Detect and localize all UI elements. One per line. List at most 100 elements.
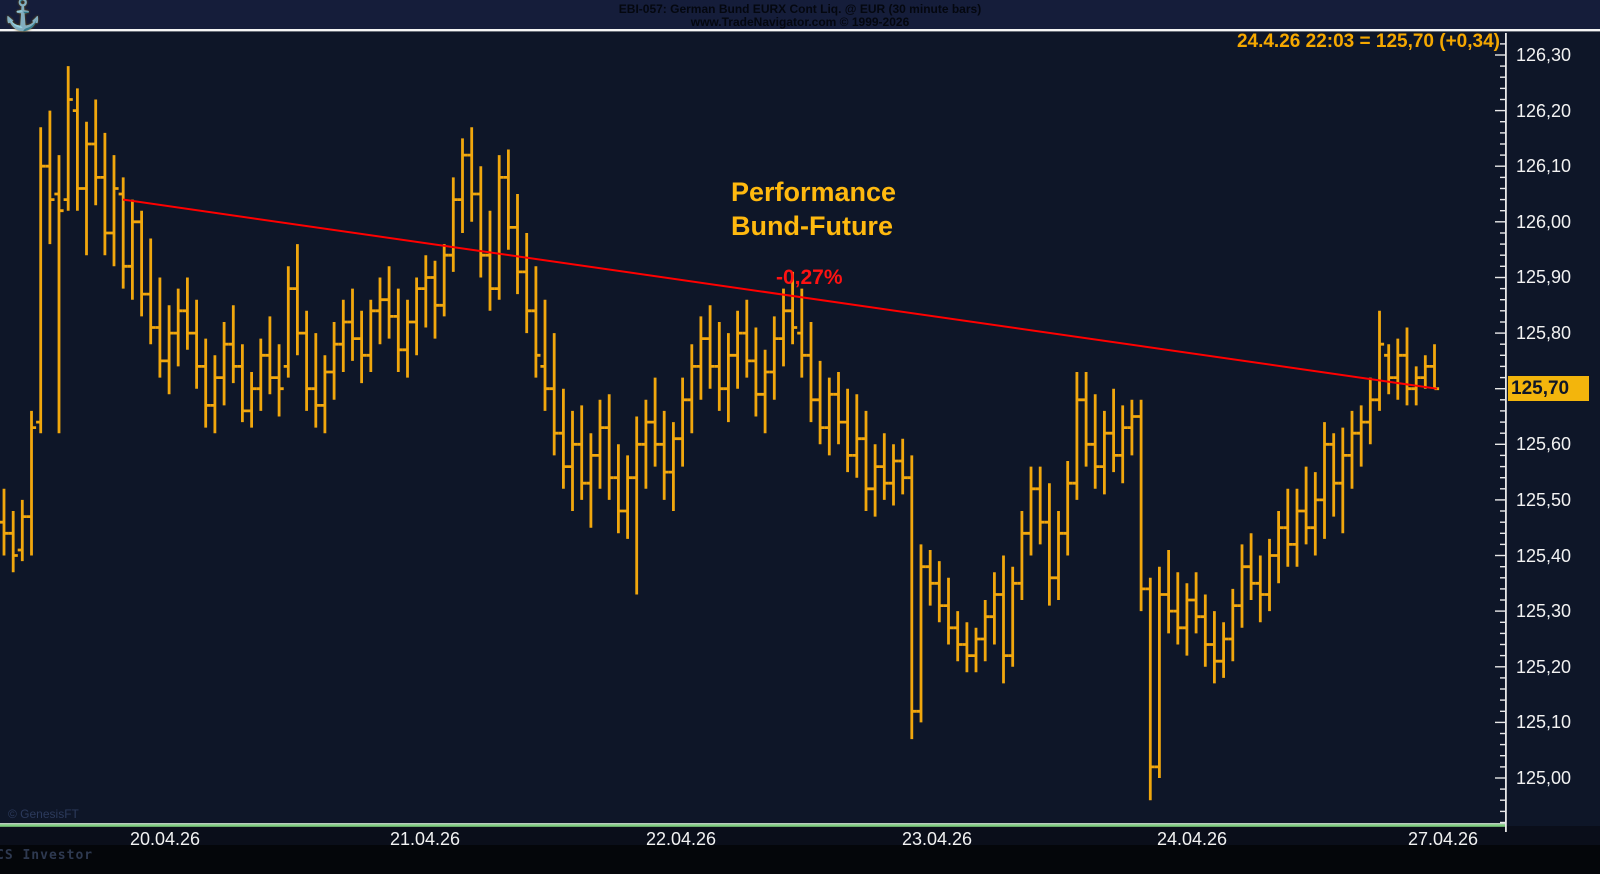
trendline[interactable]: [122, 198, 1438, 390]
ohlc-bar: [659, 410, 669, 500]
ohlc-bar: [1035, 466, 1045, 545]
ohlc-bar: [8, 511, 18, 573]
ohlc-bar: [623, 455, 633, 539]
ohlc-bar: [164, 305, 174, 395]
y-axis-label: 125,30: [1516, 601, 1572, 621]
ohlc-bar: [1145, 577, 1155, 801]
ohlc-bar: [641, 399, 651, 489]
ohlc-bar: [998, 555, 1009, 684]
anchor-icon[interactable]: ⚓: [4, 0, 42, 32]
ohlc-bar: [402, 299, 413, 378]
ohlc-bar: [503, 149, 513, 250]
ohlc-bar: [723, 333, 733, 423]
ohlc-bar: [1338, 427, 1348, 534]
ohlc-bar: [439, 244, 449, 317]
ohlc-bar: [173, 288, 183, 367]
ohlc-bar: [1393, 338, 1403, 400]
ohlc-bar: [320, 355, 330, 434]
ohlc-bar: [45, 110, 55, 245]
ohlc-bar: [467, 127, 477, 222]
ohlc-bar: [558, 388, 568, 489]
ohlc-bar: [870, 444, 880, 517]
ohlc-bar: [1127, 399, 1137, 456]
ohlc-bar: [72, 88, 82, 211]
ohlc-bar: [421, 255, 431, 328]
ohlc-bar: [228, 305, 238, 384]
y-axis-label: 126,00: [1516, 212, 1572, 232]
ohlc-bar: [256, 338, 266, 411]
ohlc-bar: [577, 405, 587, 500]
y-axis-label: 126,30: [1516, 45, 1572, 65]
performance-annotation: Performance Bund-Future: [731, 175, 896, 243]
ohlc-bar: [861, 410, 871, 511]
x-axis-label: 24.04.26: [1156, 829, 1228, 849]
ohlc-bar: [265, 316, 275, 395]
ohlc-bar: [137, 210, 147, 317]
ohlc-bar: [237, 344, 247, 423]
ohlc-bar: [118, 177, 128, 289]
ohlc-bar: [384, 266, 394, 339]
ohlc-bar: [650, 377, 660, 467]
ohlc-bar: [155, 277, 165, 378]
ohlc-bar: [192, 299, 202, 389]
ohlc-bar: [714, 322, 724, 411]
ohlc-bar: [1283, 488, 1293, 567]
ohlc-bar: [1154, 566, 1164, 778]
ohlc-bar: [1099, 410, 1109, 495]
ohlc-bar: [549, 333, 559, 456]
ohlc-bar: [852, 394, 862, 478]
ohlc-bar: [833, 372, 844, 445]
ohlc-bar: [109, 155, 119, 267]
ohlc-bar: [678, 377, 688, 467]
y-axis-label: 125,40: [1516, 546, 1572, 566]
ohlc-bar: [1347, 410, 1357, 489]
ohlc-bar: [1219, 622, 1229, 678]
cs-investor-watermark: CS Investor: [0, 848, 94, 863]
ohlc-bar: [1365, 377, 1375, 445]
annotation-line1: Performance: [731, 177, 897, 207]
ohlc-bar: [522, 233, 532, 334]
ohlc-bar: [210, 355, 220, 434]
ohlc-bar: [586, 433, 596, 528]
y-axis-ticks: [1495, 43, 1505, 824]
bottom-bar: [0, 845, 1600, 874]
ohlc-bar: [696, 316, 706, 400]
ohlc-bar: [412, 277, 422, 356]
genesisft-watermark: © GenesisFT: [8, 807, 79, 821]
ohlc-bar: [1017, 511, 1027, 600]
ohlc-bar: [668, 422, 678, 511]
ohlc-bar: [17, 499, 27, 562]
ohlc-bar: [1109, 388, 1119, 473]
ohlc-bar: [274, 344, 284, 417]
ohlc-bar: [1081, 372, 1091, 467]
ohlc-bar: [302, 310, 312, 411]
ohlc-bar: [512, 194, 523, 295]
ohlc-bar: [219, 322, 229, 406]
ohlc-bar: [448, 177, 458, 272]
ohlc-bar: [63, 66, 73, 211]
ohlc-bar: [567, 410, 578, 511]
ohlc-bar: [393, 288, 403, 372]
ohlc-bar: [127, 199, 137, 300]
ohlc-bars: [0, 66, 1440, 801]
ohlc-bar: [292, 244, 302, 356]
y-axis-label: 126,20: [1516, 101, 1572, 121]
x-axis-baseline: [0, 824, 1505, 827]
ohlc-bar: [953, 611, 963, 662]
y-axis-label: 125,20: [1516, 657, 1572, 677]
ohlc-bar: [879, 433, 889, 500]
ohlc-bar: [1173, 572, 1183, 645]
ohlc-bar: [916, 544, 926, 723]
ohlc-bar: [375, 277, 385, 345]
x-axis-label: 27.04.26: [1407, 829, 1479, 849]
ohlc-bar: [1292, 488, 1302, 567]
last-quote-readout: 24.4.26 22:03 = 125,70 (+0,34): [1236, 31, 1500, 52]
ohlc-bar: [925, 550, 935, 606]
ohlc-bar: [604, 394, 614, 500]
ohlc-bar: [347, 288, 358, 361]
ohlc-bar: [1420, 355, 1430, 389]
ohlc-bar: [595, 399, 605, 489]
chart-subtitle: www.TradeNavigator.com © 1999-2026: [690, 15, 910, 29]
